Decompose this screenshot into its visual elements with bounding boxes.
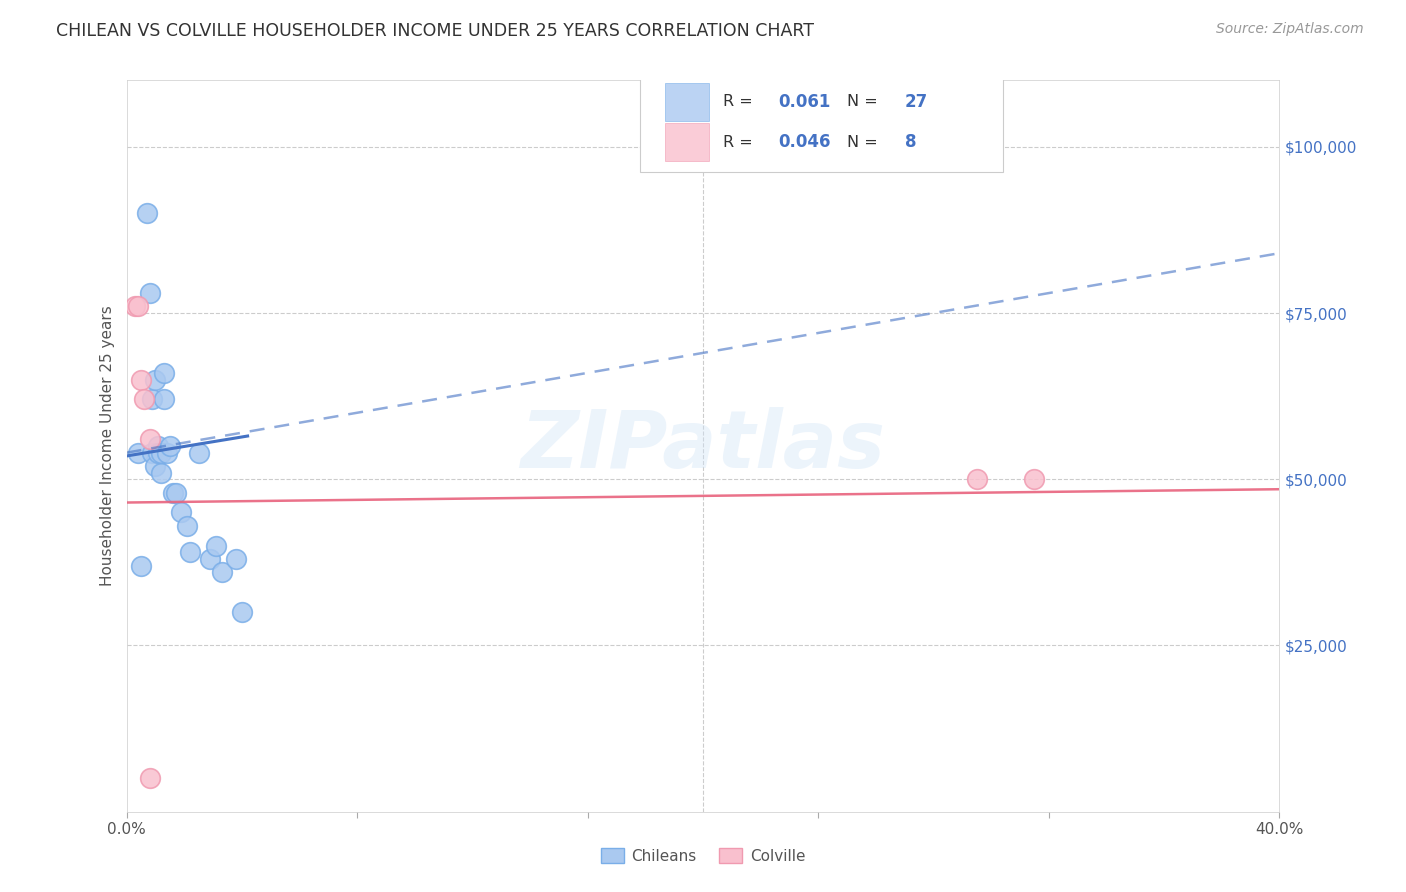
Point	[145, 458, 166, 473]
Point	[129, 372, 152, 386]
Point	[205, 539, 228, 553]
Point	[148, 445, 170, 459]
Point	[179, 545, 201, 559]
Point	[148, 439, 170, 453]
Point	[135, 206, 157, 220]
Point	[138, 772, 160, 786]
Point	[1024, 472, 1046, 486]
Legend: Chileans, Colville: Chileans, Colville	[595, 842, 811, 870]
Point	[127, 445, 149, 459]
Point	[150, 445, 173, 459]
Point	[231, 605, 253, 619]
Text: ZIPatlas: ZIPatlas	[520, 407, 886, 485]
Point	[162, 485, 184, 500]
Point	[124, 299, 146, 313]
Point	[141, 392, 163, 407]
Point	[170, 506, 193, 520]
Y-axis label: Householder Income Under 25 years: Householder Income Under 25 years	[100, 306, 115, 586]
Text: 0.061: 0.061	[778, 93, 831, 111]
Text: 0.046: 0.046	[778, 133, 831, 151]
Point	[153, 366, 176, 380]
Text: 27: 27	[905, 93, 928, 111]
Text: Source: ZipAtlas.com: Source: ZipAtlas.com	[1216, 22, 1364, 37]
Point	[176, 518, 198, 533]
Point	[150, 466, 173, 480]
Point	[138, 433, 160, 447]
Point	[225, 552, 247, 566]
Point	[153, 392, 176, 407]
Point	[138, 286, 160, 301]
Point	[211, 566, 233, 580]
Text: N =: N =	[846, 135, 883, 150]
Point	[145, 372, 166, 386]
FancyBboxPatch shape	[665, 83, 709, 120]
Text: 8: 8	[905, 133, 917, 151]
Point	[132, 392, 155, 407]
Text: R =: R =	[723, 95, 758, 109]
Text: CHILEAN VS COLVILLE HOUSEHOLDER INCOME UNDER 25 YEARS CORRELATION CHART: CHILEAN VS COLVILLE HOUSEHOLDER INCOME U…	[56, 22, 814, 40]
Point	[159, 439, 181, 453]
Point	[966, 472, 988, 486]
Point	[156, 445, 179, 459]
Point	[129, 558, 152, 573]
Text: N =: N =	[846, 95, 883, 109]
Point	[127, 299, 149, 313]
Point	[141, 445, 163, 459]
FancyBboxPatch shape	[640, 73, 1002, 171]
Point	[198, 552, 221, 566]
FancyBboxPatch shape	[665, 123, 709, 161]
Point	[187, 445, 209, 459]
Text: R =: R =	[723, 135, 758, 150]
Point	[165, 485, 187, 500]
